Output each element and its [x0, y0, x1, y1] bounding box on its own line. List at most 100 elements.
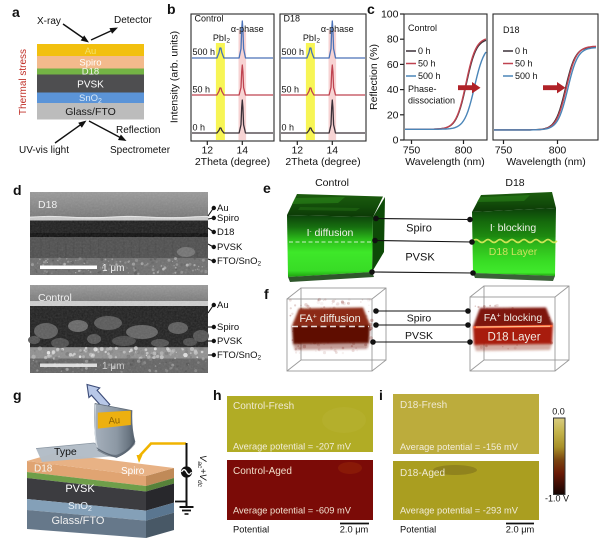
svg-text:Control: Control [38, 292, 72, 304]
svg-text:α-phase: α-phase [321, 24, 354, 34]
svg-text:Spiro: Spiro [121, 466, 145, 477]
svg-text:Au: Au [108, 415, 120, 427]
svg-text:1 μm: 1 μm [102, 263, 124, 274]
svg-text:X-ray: X-ray [37, 16, 61, 27]
svg-text:40: 40 [387, 84, 399, 96]
svg-text:PbI2: PbI2 [213, 33, 231, 45]
svg-text:Average potential = -293 mV: Average potential = -293 mV [400, 506, 519, 516]
svg-text:2.0 μm: 2.0 μm [506, 525, 535, 535]
svg-text:Potential: Potential [233, 525, 269, 535]
svg-text:D18: D18 [284, 14, 301, 24]
svg-text:Control: Control [408, 23, 437, 33]
svg-text:Control: Control [315, 177, 349, 189]
svg-text:c: c [367, 1, 375, 17]
svg-text:Au: Au [85, 46, 97, 57]
svg-text:D18: D18 [38, 199, 57, 211]
svg-text:h: h [213, 387, 222, 403]
svg-text:0 h: 0 h [193, 123, 206, 133]
svg-text:750: 750 [403, 145, 421, 157]
svg-text:800: 800 [455, 145, 473, 157]
svg-text:i: i [379, 387, 383, 403]
svg-text:PVSK: PVSK [65, 483, 95, 495]
svg-text:f: f [264, 286, 269, 302]
svg-text:UV-vis light: UV-vis light [19, 145, 69, 156]
svg-text:D18 Layer: D18 Layer [489, 246, 538, 258]
svg-text:Detector: Detector [114, 15, 152, 26]
svg-text:D18: D18 [505, 177, 524, 189]
svg-text:FA+ diffusion: FA+ diffusion [299, 313, 360, 325]
svg-text:D18-Fresh: D18-Fresh [400, 400, 447, 411]
svg-text:PVSK: PVSK [217, 336, 243, 347]
svg-text:Average potential = -609 mV: Average potential = -609 mV [233, 506, 352, 516]
svg-text:FA+ blocking: FA+ blocking [484, 312, 543, 324]
svg-text:FTO/SnO2: FTO/SnO2 [217, 256, 261, 268]
svg-text:2Theta (degree): 2Theta (degree) [195, 156, 270, 168]
svg-text:D18: D18 [217, 227, 234, 238]
svg-text:D18: D18 [82, 67, 99, 78]
svg-text:I- blocking: I- blocking [490, 222, 537, 234]
svg-text:12: 12 [201, 145, 213, 157]
svg-text:500 h: 500 h [418, 71, 441, 81]
svg-text:50 h: 50 h [418, 59, 436, 69]
svg-text:b: b [167, 1, 176, 17]
svg-text:0 h: 0 h [282, 123, 295, 133]
svg-text:1 μm: 1 μm [102, 361, 124, 372]
svg-text:D18: D18 [34, 464, 53, 475]
svg-text:α-phase: α-phase [231, 24, 264, 34]
svg-text:80: 80 [387, 34, 399, 46]
svg-text:e: e [263, 180, 271, 196]
svg-text:Control-Fresh: Control-Fresh [233, 401, 294, 412]
svg-text:-1.0 V: -1.0 V [545, 494, 569, 504]
svg-text:Spiro: Spiro [406, 223, 432, 235]
svg-text:0 h: 0 h [418, 46, 431, 56]
svg-text:a: a [12, 4, 20, 20]
svg-text:0: 0 [393, 135, 399, 147]
svg-text:Au: Au [217, 203, 229, 214]
svg-text:Spectrometer: Spectrometer [110, 145, 171, 156]
svg-text:Wavelength (nm): Wavelength (nm) [506, 156, 586, 168]
svg-text:2Theta (degree): 2Theta (degree) [285, 156, 360, 168]
svg-text:Spiro: Spiro [79, 58, 101, 69]
svg-text:Spiro: Spiro [217, 213, 239, 224]
svg-text:50 h: 50 h [282, 85, 300, 95]
svg-text:Wavelength (nm): Wavelength (nm) [405, 156, 485, 168]
svg-text:14: 14 [236, 145, 248, 157]
svg-text:100: 100 [381, 9, 399, 21]
svg-text:Intensity (arb. units): Intensity (arb. units) [169, 31, 181, 123]
svg-text:d: d [13, 182, 22, 198]
svg-text:14: 14 [326, 145, 338, 157]
svg-text:Control: Control [195, 14, 224, 24]
svg-text:PVSK: PVSK [405, 252, 435, 264]
svg-text:Au: Au [217, 300, 229, 311]
svg-text:Thermal stress: Thermal stress [18, 49, 29, 115]
svg-text:2.0 μm: 2.0 μm [340, 525, 369, 535]
svg-text:Spiro: Spiro [217, 322, 239, 333]
svg-text:50 h: 50 h [193, 85, 211, 95]
svg-text:PbI2: PbI2 [303, 33, 321, 45]
svg-text:I- diffusion: I- diffusion [307, 227, 354, 239]
svg-text:D18 Layer: D18 Layer [487, 332, 540, 344]
svg-text:SnO2: SnO2 [79, 93, 102, 105]
svg-text:500 h: 500 h [515, 71, 538, 81]
svg-text:800: 800 [549, 145, 567, 157]
svg-text:Reflection: Reflection [116, 125, 160, 136]
svg-text:PVSK: PVSK [405, 330, 433, 342]
svg-text:500 h: 500 h [282, 47, 305, 57]
svg-text:500 h: 500 h [193, 47, 216, 57]
svg-text:50 h: 50 h [515, 59, 533, 69]
svg-text:D18-Aged: D18-Aged [400, 468, 445, 479]
svg-text:Glass/FTO: Glass/FTO [65, 106, 116, 118]
svg-text:Control-Aged: Control-Aged [233, 466, 292, 477]
svg-text:g: g [13, 387, 22, 403]
svg-text:PVSK: PVSK [217, 242, 243, 253]
svg-text:D18: D18 [503, 25, 520, 35]
svg-text:Average potential = -207 mV: Average potential = -207 mV [233, 442, 352, 452]
svg-text:20: 20 [387, 109, 399, 121]
svg-text:Spiro: Spiro [407, 313, 432, 325]
svg-text:Phase-: Phase- [408, 84, 437, 94]
svg-text:Type: Type [54, 446, 77, 458]
svg-text:Average potential = -156 mV: Average potential = -156 mV [400, 442, 519, 452]
svg-text:750: 750 [495, 145, 513, 157]
svg-text:60: 60 [387, 59, 399, 71]
svg-text:0.0: 0.0 [552, 407, 565, 417]
